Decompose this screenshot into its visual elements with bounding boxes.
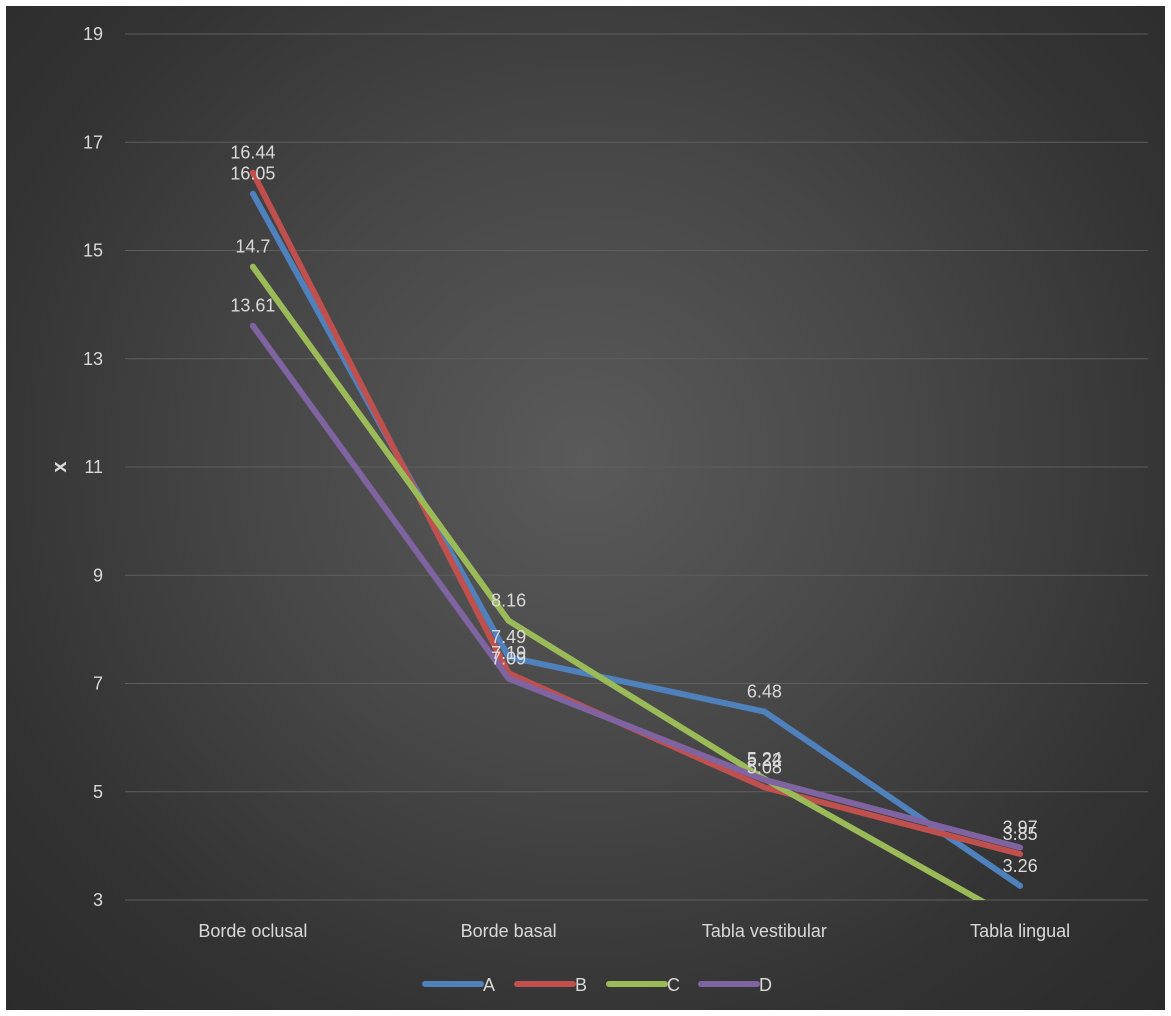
series-line-d — [249, 322, 1024, 851]
series-lines — [249, 169, 1024, 900]
data-label: 3.97 — [1003, 817, 1038, 837]
y-tick-label: 11 — [84, 457, 103, 477]
y-axis-ticks: 3 5 7 9 11 13 15 17 19 — [83, 24, 103, 910]
legend-label-b: B — [575, 975, 587, 995]
y-tick-label: 7 — [93, 674, 103, 694]
data-label: 16.05 — [230, 164, 275, 184]
y-tick-label: 15 — [83, 241, 103, 261]
y-tick-label: 17 — [83, 132, 103, 152]
y-tick-label: 9 — [93, 565, 103, 585]
gridlines — [125, 33, 1148, 901]
data-labels: 16.05 7.49 6.48 3.26 16.44 7.19 5.08 3.85 14.7 8.… — [230, 143, 1037, 876]
series-line-c — [249, 263, 986, 900]
legend-label-d: D — [759, 975, 772, 995]
x-tick-label: Borde oclusal — [198, 921, 307, 941]
series-line-b — [249, 169, 1024, 857]
legend: A B C D — [422, 975, 772, 995]
legend-label-a: A — [483, 975, 495, 995]
data-label: 3.85 — [1003, 824, 1038, 844]
y-axis-title: x — [49, 461, 71, 472]
series-line-a — [249, 190, 1024, 889]
data-label: 5.22 — [747, 750, 782, 770]
x-tick-label: Tabla vestibular — [702, 921, 827, 941]
data-label: 13.61 — [230, 296, 275, 316]
data-label: 5.08 — [747, 757, 782, 777]
data-label: 8.16 — [491, 591, 526, 611]
data-label: 16.44 — [230, 143, 275, 163]
x-tick-label: Tabla lingual — [970, 921, 1070, 941]
y-tick-label: 5 — [93, 782, 103, 802]
data-label: 7.09 — [491, 649, 526, 669]
y-tick-label: 19 — [83, 24, 103, 44]
y-tick-label: 13 — [83, 349, 103, 369]
data-label: 7.49 — [491, 627, 526, 647]
y-tick-label: 3 — [93, 890, 103, 910]
data-label: 14.7 — [235, 237, 270, 257]
data-label: 7.19 — [491, 643, 526, 663]
x-axis-ticks: Borde oclusal Borde basal Tabla vestibular… — [198, 921, 1070, 941]
data-label: 5.24 — [747, 749, 782, 769]
data-label: 6.48 — [747, 682, 782, 702]
x-tick-label: Borde basal — [461, 921, 557, 941]
data-label: 3.26 — [1003, 856, 1038, 876]
legend-label-c: C — [667, 975, 680, 995]
